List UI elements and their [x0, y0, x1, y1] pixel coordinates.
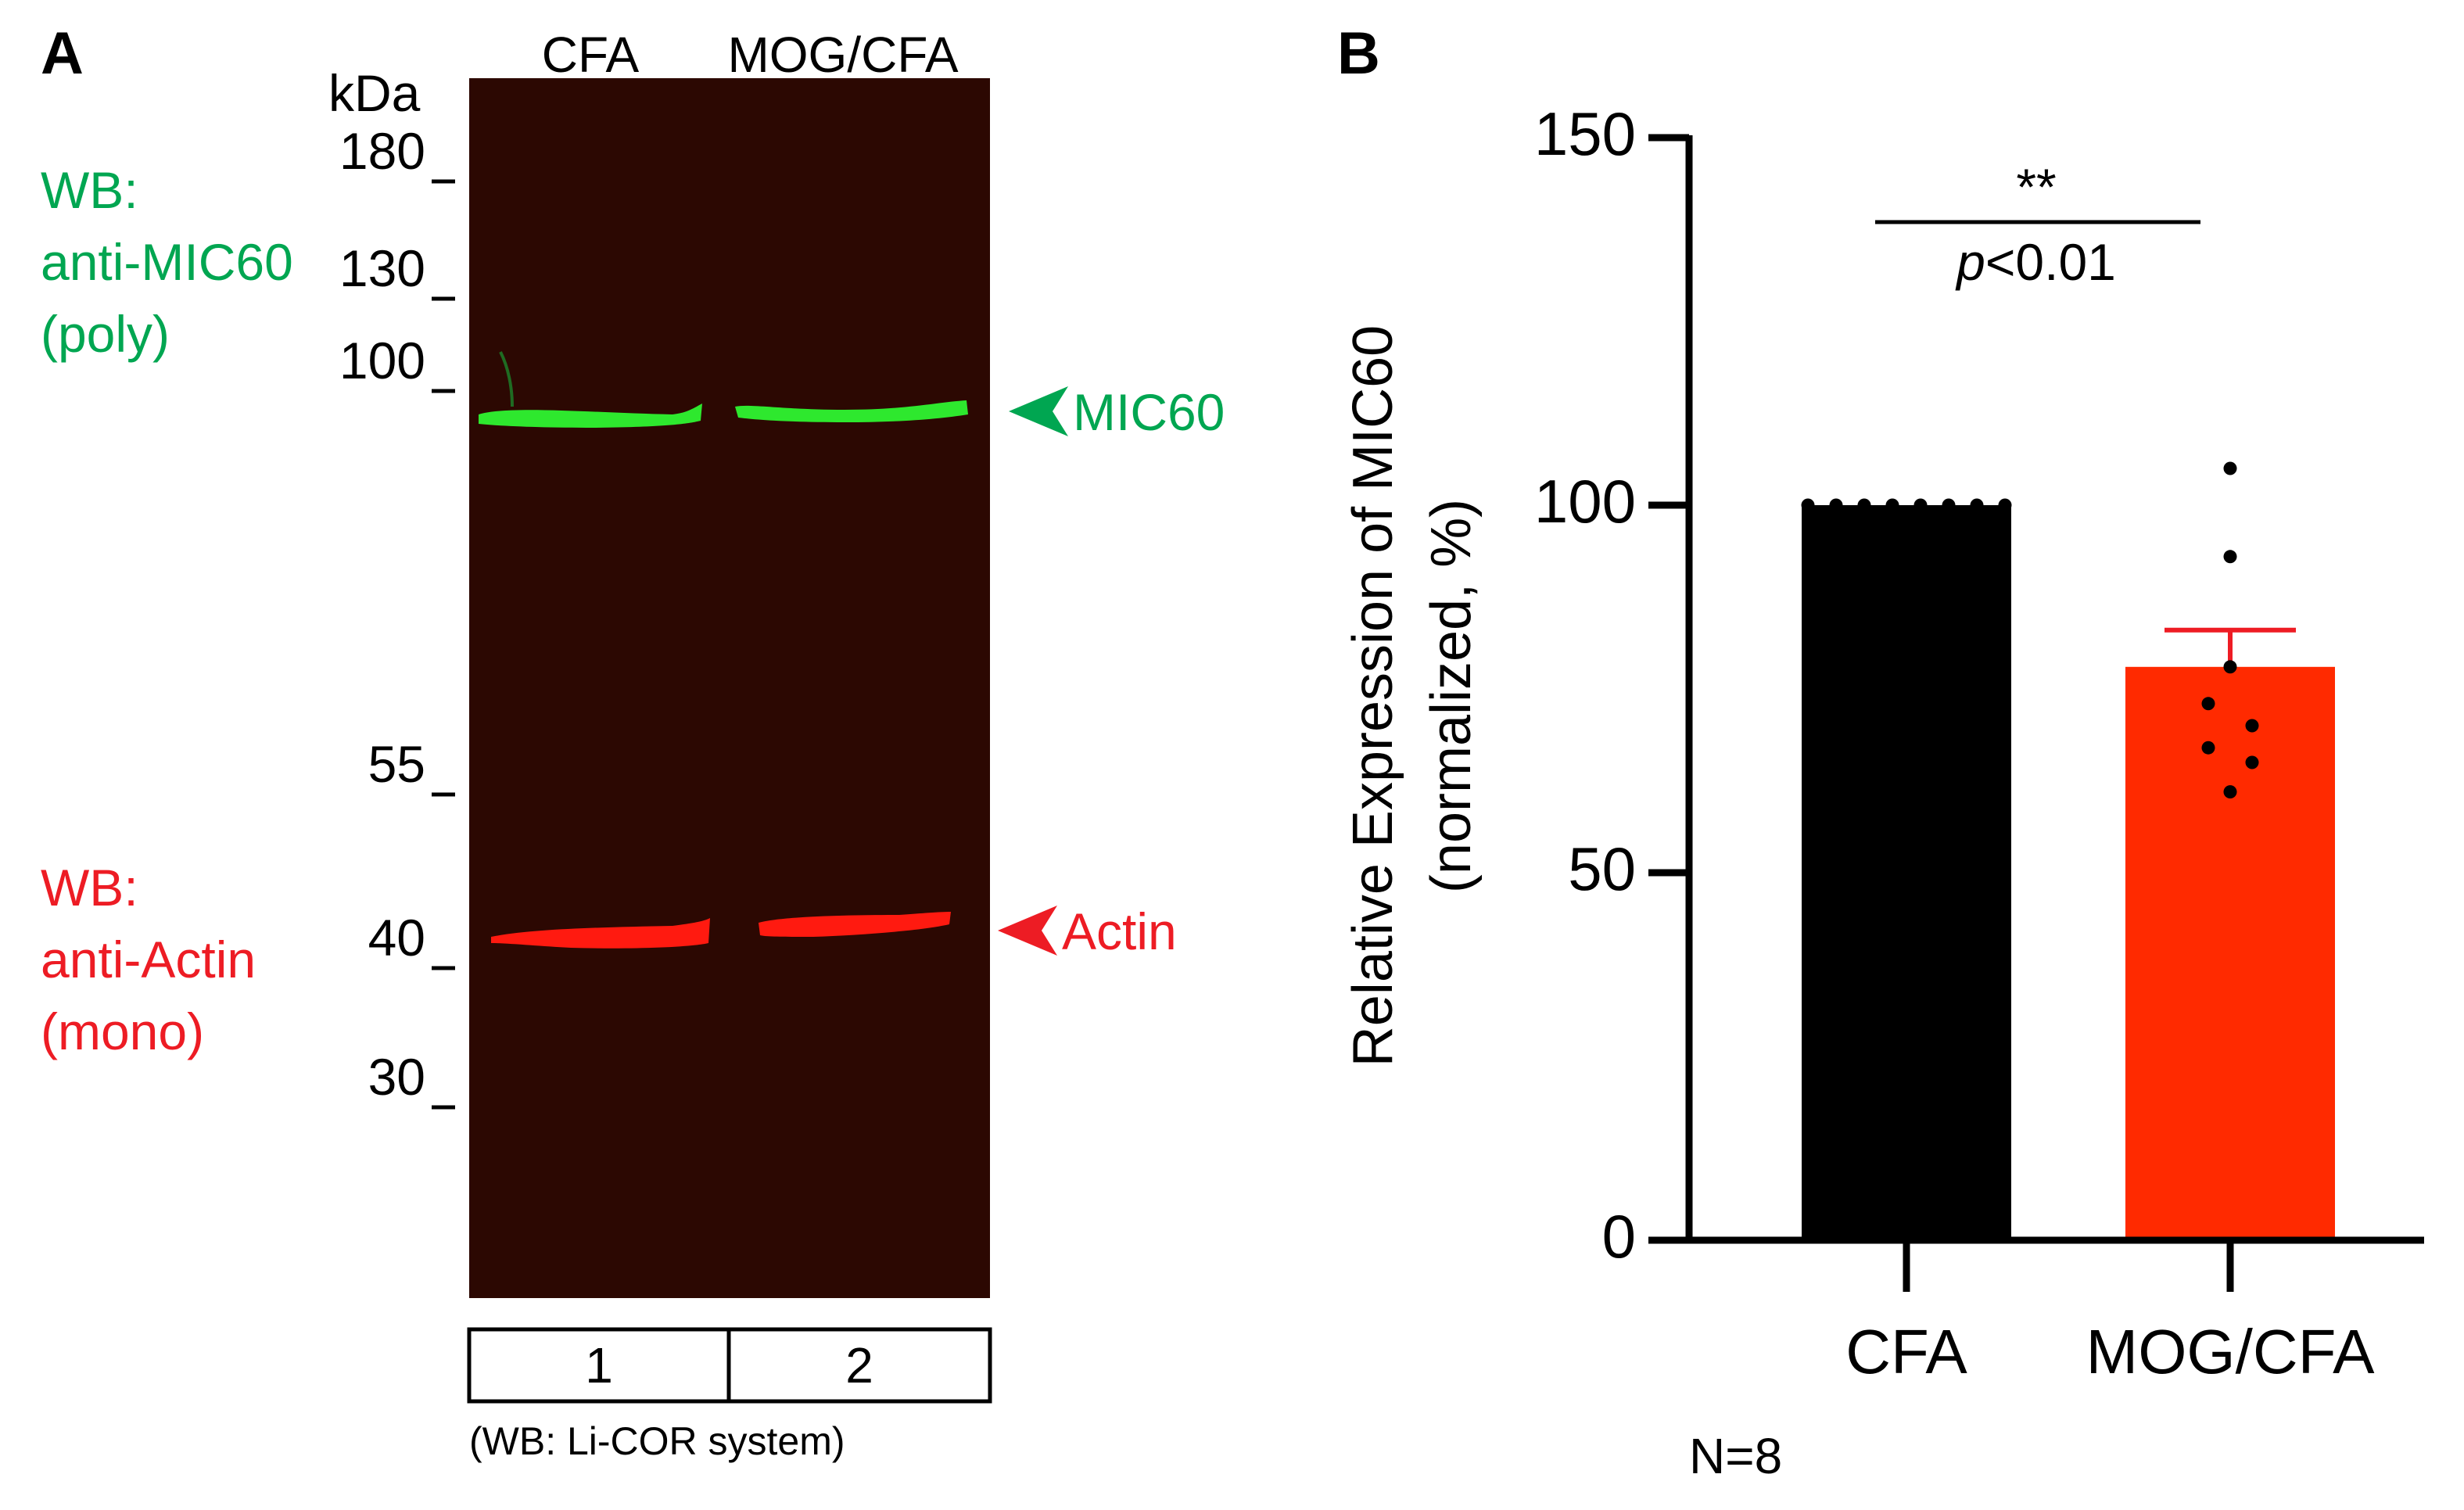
y-tick-label: 150	[1534, 99, 1636, 168]
significance-annotation: ** p<0.01	[1875, 158, 2200, 291]
wb-label-actin: WB: anti-Actin (mono)	[41, 859, 256, 1060]
mw-marker-label: 55	[368, 735, 425, 793]
data-point	[1857, 498, 1871, 512]
x-category-label: MOG/CFA	[2086, 1317, 2376, 1386]
wb-actin-line-3: (mono)	[41, 1002, 204, 1060]
actin-arrow-icon	[998, 906, 1057, 956]
panel-a-western-blot: A kDa CFA MOG/CFA 180 130 100 55 40 30 WB: an…	[41, 20, 1225, 1463]
significance-p-value: p<0.01	[1955, 233, 2116, 291]
data-point	[1913, 498, 1928, 512]
mw-marker-label: 130	[339, 239, 425, 297]
data-point	[2201, 697, 2215, 711]
mic60-arrow-icon	[1009, 386, 1068, 436]
lane-box-1	[467, 1327, 731, 1404]
data-point	[1942, 498, 1956, 512]
kda-unit-label: kDa	[328, 64, 421, 122]
mic60-band-label: MIC60	[1073, 383, 1225, 441]
mic60-band-lane-1	[479, 404, 702, 428]
data-point	[1829, 498, 1843, 512]
x-category-label: CFA	[1845, 1317, 1967, 1386]
data-point	[2223, 461, 2237, 475]
y-axis-ticks: 0 50 100 150	[1534, 99, 1693, 1271]
panel-a-letter: A	[41, 20, 84, 87]
significance-stars: **	[2016, 158, 2056, 216]
data-point	[1801, 498, 1815, 512]
data-points	[1801, 461, 2259, 799]
data-point	[2245, 719, 2259, 733]
panel-b-bar-chart: B Relative Expression of MIC60 (normaliz…	[1337, 20, 2424, 1484]
y-axis-title-line-2: (normalized, %)	[1420, 499, 1483, 893]
y-axis-title-line-1: Relative Expression of MIC60	[1342, 325, 1404, 1067]
wb-actin-line-1: WB:	[41, 859, 138, 916]
actin-band-label: Actin	[1062, 902, 1177, 960]
mw-marker-label: 30	[368, 1048, 425, 1106]
mic60-band-lane-2	[735, 400, 968, 422]
data-point	[2223, 550, 2237, 564]
mic60-bands	[479, 351, 968, 428]
actin-band-lane-2	[759, 912, 951, 937]
bar-mog-cfa	[2125, 666, 2335, 1240]
blot-footnote: (WB: Li-COR system)	[469, 1419, 845, 1463]
wb-mic60-line-1: WB:	[41, 161, 138, 219]
wb-actin-line-2: anti-Actin	[41, 931, 256, 988]
lane-number-2: 2	[845, 1337, 873, 1393]
bar-cfa	[1802, 505, 2011, 1240]
actin-bands	[491, 912, 951, 949]
mw-marker-label: 180	[339, 122, 425, 180]
data-point	[1998, 498, 2012, 512]
data-point	[1885, 498, 1899, 512]
wb-mic60-line-3: (poly)	[41, 305, 170, 363]
lane-header-mog-cfa: MOG/CFA	[727, 27, 958, 83]
data-point	[2223, 785, 2237, 799]
lane-number-box: 1 2	[467, 1327, 992, 1404]
mw-markers: 180 130 100 55 40 30	[339, 122, 455, 1110]
lane-box-2	[726, 1327, 992, 1404]
y-tick-label: 50	[1568, 834, 1636, 903]
x-axis: CFA MOG/CFA	[1686, 1236, 2424, 1386]
blot-image	[469, 78, 990, 1298]
y-tick-label: 0	[1602, 1202, 1636, 1271]
actin-pointer: Actin	[998, 902, 1177, 960]
mw-marker-label: 40	[368, 909, 425, 967]
data-point	[2201, 741, 2215, 755]
data-point	[2245, 755, 2259, 769]
data-point	[2223, 660, 2237, 674]
p-italic: p	[1955, 233, 1985, 291]
mw-marker-label: 100	[339, 332, 425, 389]
lane-number-1: 1	[585, 1337, 613, 1393]
panel-b-letter: B	[1337, 20, 1380, 87]
bars	[1802, 505, 2335, 1240]
mic60-smear	[499, 351, 514, 407]
actin-band-lane-1	[491, 918, 710, 949]
wb-label-mic60: WB: anti-MIC60 (poly)	[41, 161, 293, 363]
mic60-pointer: MIC60	[1009, 383, 1225, 441]
wb-mic60-line-2: anti-MIC60	[41, 233, 293, 291]
p-threshold: <0.01	[1985, 233, 2116, 291]
sample-size-label: N=8	[1689, 1428, 1782, 1484]
lane-header-cfa: CFA	[542, 27, 640, 83]
y-tick-label: 100	[1534, 467, 1636, 536]
data-point	[1970, 498, 1984, 512]
